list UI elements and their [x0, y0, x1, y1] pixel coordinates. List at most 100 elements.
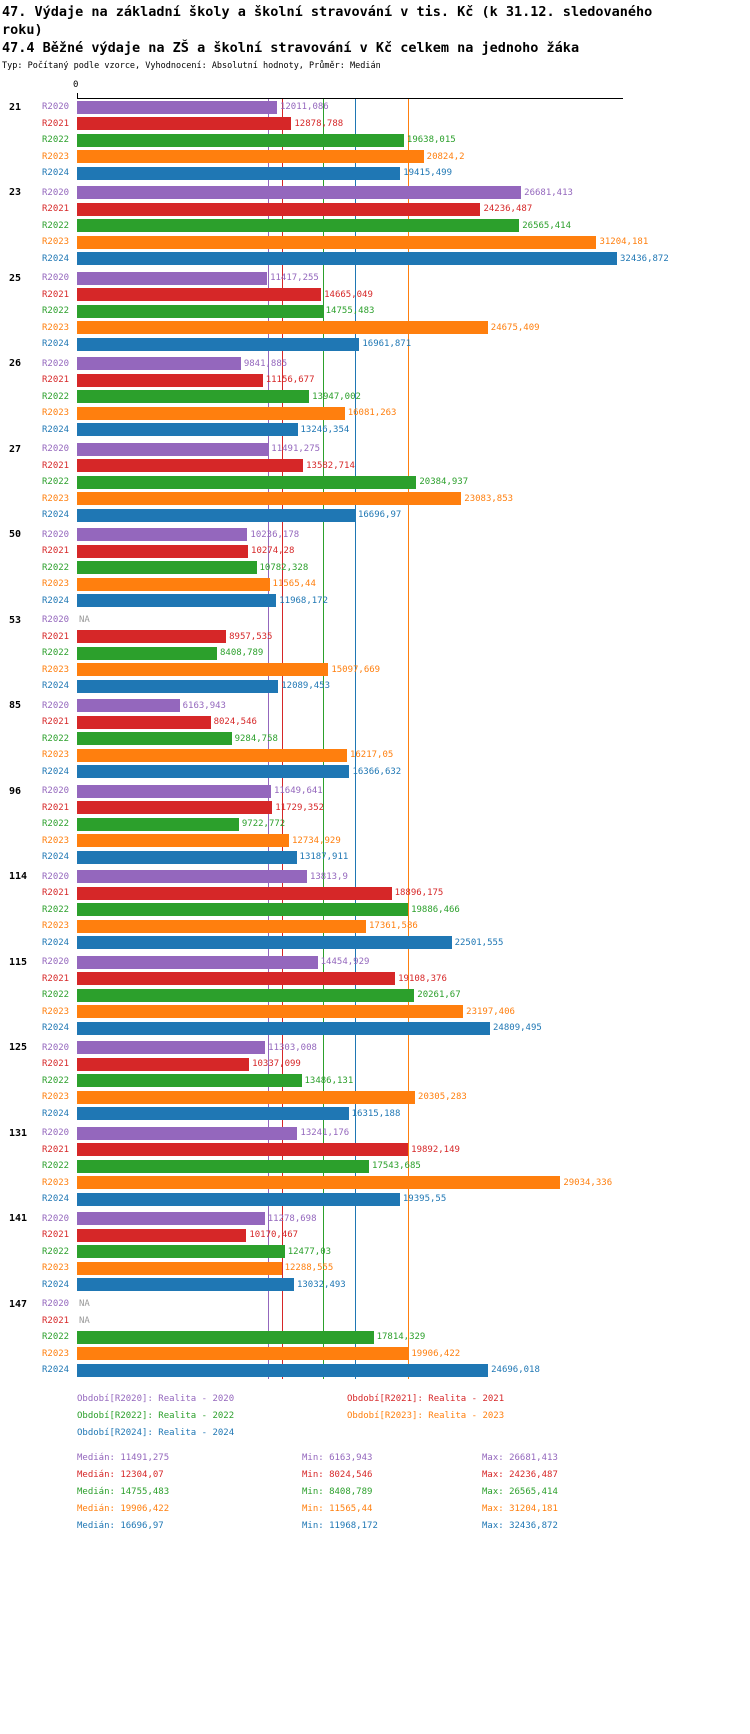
stat-median: Medián: 16696,97	[77, 1520, 164, 1531]
bar-track: 12011,086	[77, 100, 750, 114]
bar-27-r2020	[77, 442, 269, 456]
value-label: 23197,406	[466, 1006, 515, 1017]
value-label: 14665,049	[324, 289, 373, 300]
series-label: R2023	[42, 151, 70, 162]
bar-row: R2024 24696,018	[2, 1362, 750, 1379]
series-label: R2020	[42, 1213, 70, 1224]
bar-group-131: 131 R2020 13241,176 R2021 19892,149 R2022 1754…	[2, 1125, 750, 1208]
series-label: R2024	[42, 510, 70, 521]
bar-row: R2023 23083,853	[2, 491, 750, 508]
series-label: R2021	[42, 888, 70, 899]
bar-row: R2022 13947,002	[2, 389, 750, 406]
value-label: 10274,28	[251, 546, 295, 557]
bar-row: R2022 17814,329	[2, 1329, 750, 1346]
value-label: 31204,181	[599, 237, 649, 248]
bar-row: R2023 16081,263	[2, 405, 750, 422]
bar-row: 141 R2020 11278,698	[2, 1211, 750, 1228]
bar-row: R2023 20305,283	[2, 1089, 750, 1106]
bar-row: R2022 20384,937	[2, 474, 750, 491]
series-label: R2021	[42, 1059, 70, 1070]
bar-row: R2024 11968,172	[2, 593, 750, 610]
x-axis-zero-label: 0	[73, 80, 79, 90]
bar-row: R2021 18896,175	[2, 885, 750, 902]
bar-row: R2023 19906,422	[2, 1346, 750, 1363]
stat-median: Medián: 11491,275	[77, 1452, 170, 1463]
series-label: R2022	[42, 220, 70, 231]
bar-track: 12734,929	[77, 834, 750, 848]
bar-row: R2022 14755,483	[2, 303, 750, 320]
bar-27-r2023	[77, 492, 462, 506]
value-label: 20384,937	[419, 477, 469, 488]
series-label: R2020	[42, 273, 70, 284]
bar-track: 13241,176	[77, 1126, 750, 1140]
series-label: R2021	[42, 973, 70, 984]
bar-23-r2023	[77, 235, 597, 249]
bar-85-r2021	[77, 715, 211, 729]
value-label: 8957,535	[229, 631, 273, 642]
bar-row: 147 R2020 NA	[2, 1296, 750, 1313]
bar-row: R2022 9284,758	[2, 731, 750, 748]
series-label: R2023	[42, 1263, 70, 1274]
bar-track: 19395,55	[77, 1192, 750, 1206]
bar-27-r2024	[77, 508, 355, 522]
bar-125-r2023	[77, 1090, 416, 1104]
series-label: R2024	[42, 1279, 70, 1290]
value-label: 11565,44	[272, 579, 316, 590]
bar-row: R2022 8408,789	[2, 645, 750, 662]
value-label: 19638,015	[406, 135, 456, 146]
bar-track: 11565,44	[77, 577, 750, 591]
bar-track: 12878,788	[77, 117, 750, 131]
value-label: 24675,409	[490, 322, 540, 333]
bar-group-147: 147 R2020 NA R2021 NA R2022 17814,329 R2023 1990…	[2, 1296, 750, 1379]
bar-115-r2020	[77, 955, 318, 969]
series-label: R2023	[42, 579, 70, 590]
bar-track: 16217,05	[77, 748, 750, 762]
series-label: R2024	[42, 766, 70, 777]
median-line-r2022	[322, 99, 324, 1379]
value-label: 12878,788	[294, 118, 344, 129]
bar-track: 10274,28	[77, 544, 750, 558]
value-label: 16315,188	[351, 1108, 401, 1119]
stat-min: Min: 6163,943	[302, 1452, 373, 1463]
median-line-r2024	[354, 99, 356, 1379]
value-label: 6163,943	[182, 700, 226, 711]
value-label: 14755,483	[325, 306, 375, 317]
bar-141-r2023	[77, 1261, 282, 1275]
bar-track: 20261,67	[77, 988, 750, 1002]
bar-track: 11491,275	[77, 442, 750, 456]
series-label: R2022	[42, 1332, 70, 1343]
series-label: R2023	[42, 237, 70, 248]
bar-50-r2020	[77, 528, 248, 542]
bar-track: NA	[77, 614, 750, 627]
bar-track: 11729,352	[77, 801, 750, 815]
value-label: 10337,099	[252, 1059, 301, 1070]
bar-row: R2022 12477,03	[2, 1244, 750, 1261]
bar-row: R2024 12089,453	[2, 678, 750, 695]
bar-track: 24809,495	[77, 1021, 750, 1035]
series-label: R2022	[42, 819, 70, 830]
value-label: 11417,255	[270, 273, 319, 284]
na-label: NA	[79, 1315, 90, 1326]
bar-27-r2021	[77, 459, 304, 473]
bar-131-r2020	[77, 1126, 298, 1140]
series-label: R2020	[42, 358, 70, 369]
median-line-r2020	[268, 99, 270, 1379]
bar-group-53: 53 R2020 NA R2021 8957,535 R2022 8408,789 R2023…	[2, 612, 750, 695]
value-label: 17361,586	[369, 921, 418, 932]
bar-131-r2023	[77, 1176, 561, 1190]
series-label: R2020	[42, 529, 70, 540]
value-label: 12089,453	[281, 681, 331, 692]
group-label: 96	[9, 785, 22, 797]
value-label: 12288,555	[284, 1263, 334, 1274]
series-label: R2024	[42, 1194, 70, 1205]
bar-21-r2024	[77, 166, 401, 180]
value-label: 16961,871	[362, 339, 412, 350]
bar-114-r2020	[77, 870, 307, 884]
bar-row: R2024 22501,555	[2, 935, 750, 952]
group-label: 114	[9, 871, 28, 883]
bar-53-r2022	[77, 646, 217, 660]
bar-track: 32436,872	[77, 252, 750, 266]
bar-115-r2024	[77, 1021, 491, 1035]
bar-row: R2021 13582,714	[2, 458, 750, 475]
bar-track: 18896,175	[77, 886, 750, 900]
